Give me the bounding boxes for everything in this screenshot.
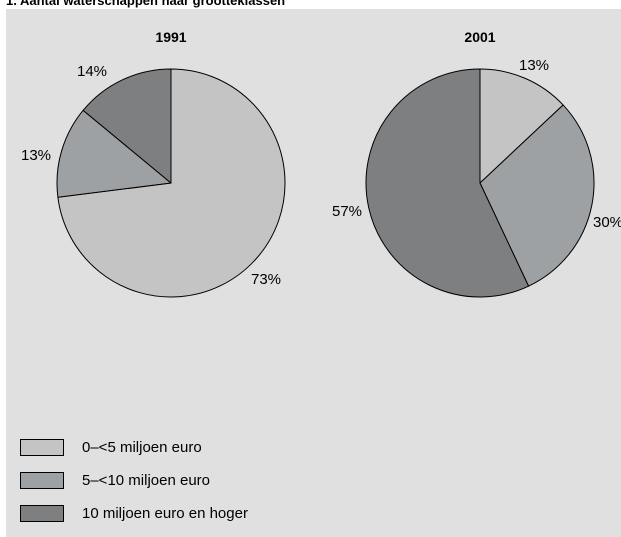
pie-2001-slice-0-5 [479, 68, 564, 184]
pie-1991-label-5-10: 13% [21, 147, 51, 164]
legend-swatch-10-plus [20, 505, 64, 522]
legend-label-10-plus: 10 miljoen euro en hoger [82, 505, 248, 522]
legend-item-5-10: 5–<10 miljoen euro [20, 469, 340, 493]
pie-1991-label-0-5: 73% [251, 271, 281, 288]
pie-2001: 13% 30% 57% 2001 [332, 29, 621, 298]
legend-swatch-5-10 [20, 472, 64, 489]
pie-1991-slice-5-10 [56, 109, 172, 198]
pie-2001-slice-10-plus [365, 68, 530, 298]
pie-1991-label-10-plus: 14% [77, 63, 107, 80]
figure-title: 1. Aantal waterschappen naar grootteklas… [6, 0, 286, 8]
pie-1991: 73% 13% 14% 1991 [21, 29, 286, 298]
pie-2001-slice-5-10 [479, 104, 595, 287]
legend-item-10-plus: 10 miljoen euro en hoger [20, 502, 340, 526]
legend-label-0-5: 0–<5 miljoen euro [82, 439, 202, 456]
pie-2001-label-10-plus: 57% [332, 203, 362, 220]
legend-item-0-5: 0–<5 miljoen euro [20, 436, 340, 460]
pie-1991-slice-10-plus [82, 68, 172, 184]
legend-swatch-0-5 [20, 439, 64, 456]
legend-label-5-10: 5–<10 miljoen euro [82, 472, 211, 489]
pie-1991-title: 1991 [155, 29, 186, 45]
pie-2001-title: 2001 [464, 29, 495, 45]
pie-2001-label-0-5: 13% [519, 57, 549, 74]
pie-2001-label-5-10: 30% [593, 214, 621, 231]
